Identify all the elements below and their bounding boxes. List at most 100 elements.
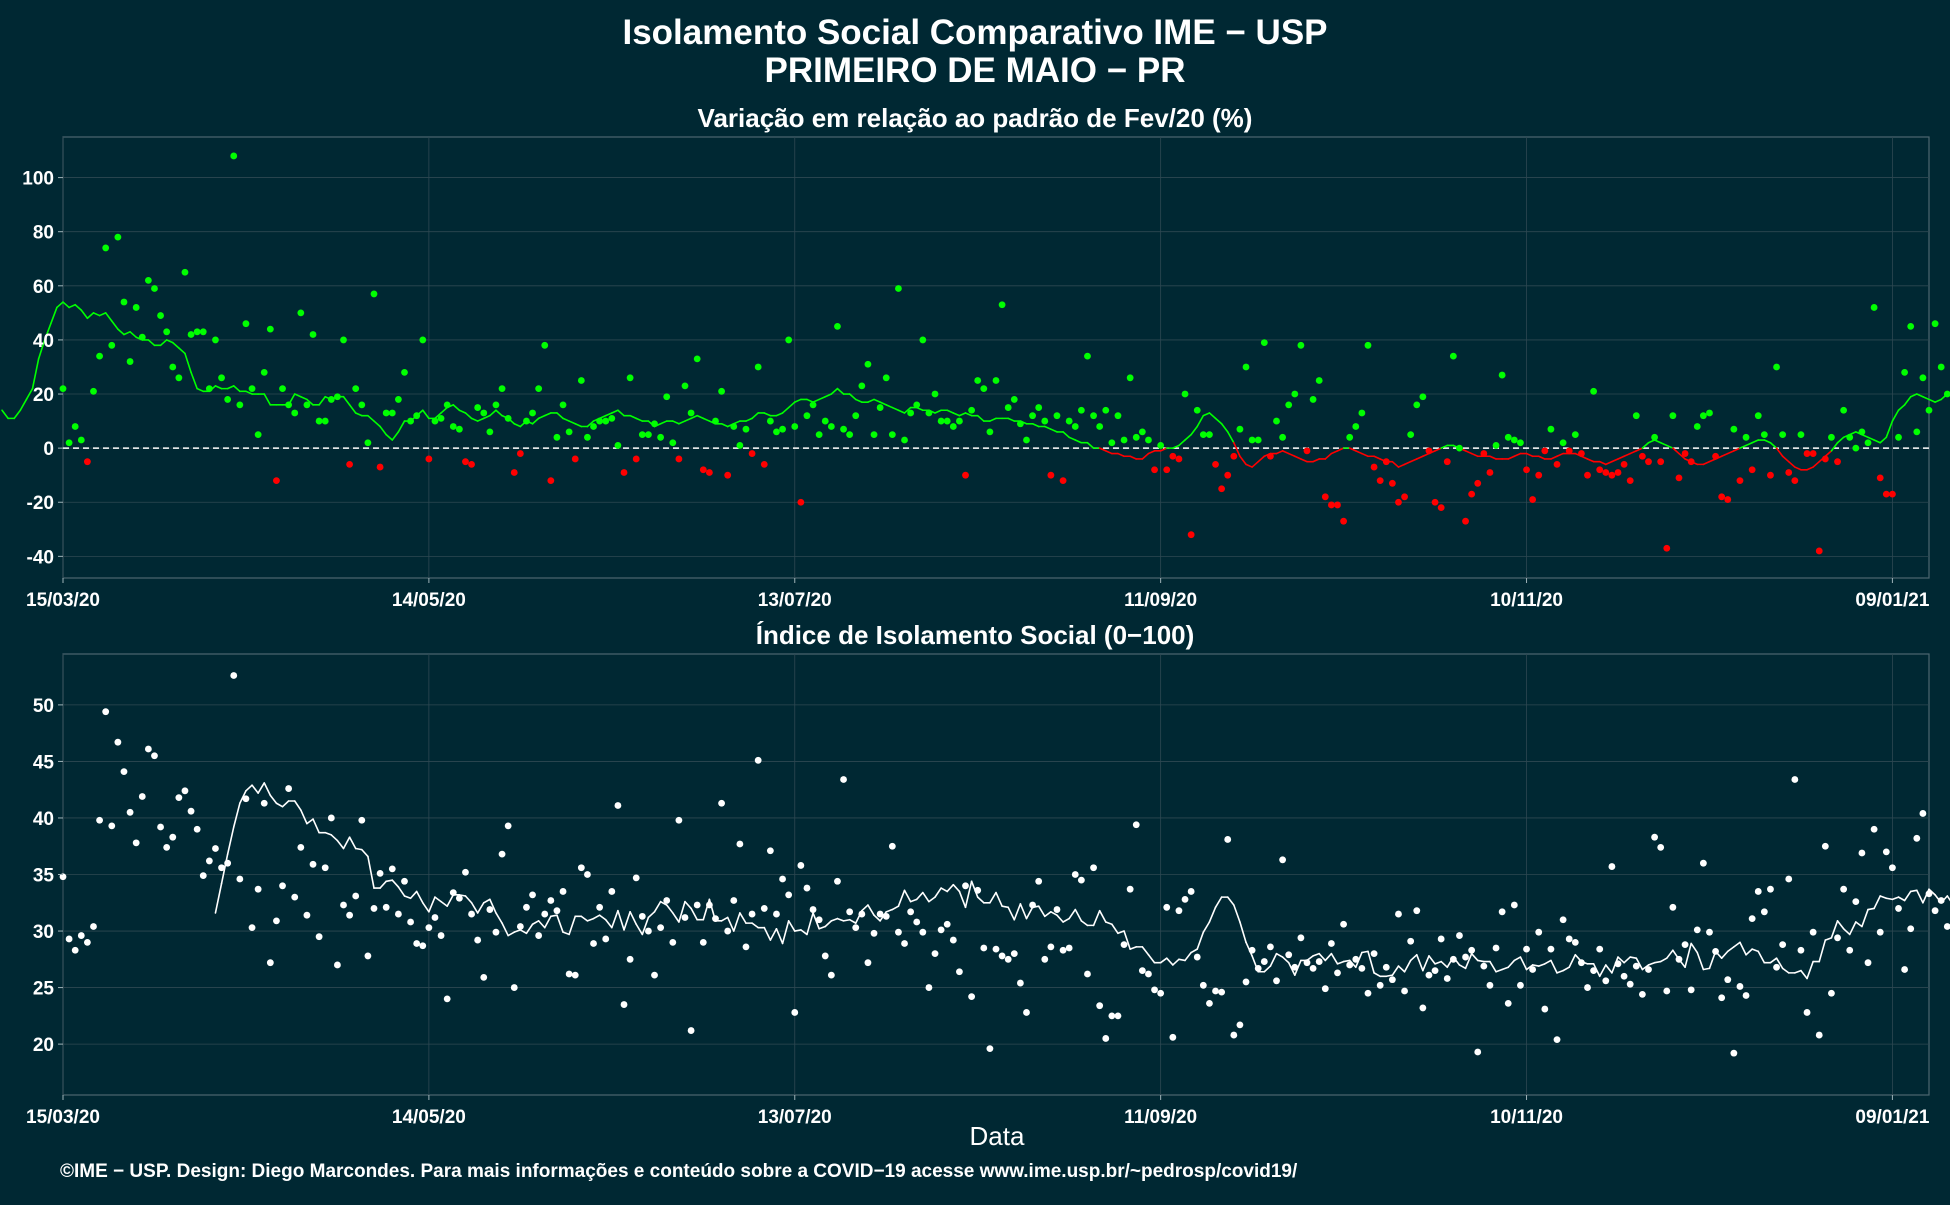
data-point — [1023, 437, 1030, 444]
data-point — [828, 423, 835, 430]
moving-average-segment — [1490, 962, 1496, 972]
data-point — [1084, 971, 1091, 978]
moving-average-segment — [545, 413, 551, 416]
data-point — [1432, 967, 1439, 974]
data-point — [1828, 434, 1835, 441]
moving-average-segment — [69, 305, 75, 308]
y-tick-label: 40 — [33, 809, 54, 830]
moving-average-segment — [2, 410, 8, 418]
moving-average-segment — [112, 321, 118, 329]
moving-average-segment — [1874, 896, 1880, 908]
data-point — [383, 410, 390, 417]
data-point — [358, 817, 365, 824]
data-point — [1883, 491, 1890, 498]
data-point — [1041, 418, 1048, 425]
data-point — [1706, 410, 1713, 417]
data-point — [1395, 911, 1402, 918]
data-point — [1041, 956, 1048, 963]
data-point — [535, 385, 542, 392]
data-point — [1694, 423, 1701, 430]
data-point — [1121, 941, 1128, 948]
data-point — [1407, 938, 1414, 945]
moving-average-segment — [1899, 897, 1905, 900]
data-point — [1602, 469, 1609, 476]
data-point — [1828, 990, 1835, 997]
data-point — [432, 418, 439, 425]
moving-average-segment — [1142, 947, 1148, 955]
data-point — [1377, 477, 1384, 484]
moving-average-segment — [1216, 418, 1222, 423]
moving-average-segment — [301, 397, 307, 400]
data-point — [1602, 977, 1609, 984]
moving-average-segment — [557, 915, 563, 932]
data-point — [1358, 965, 1365, 972]
moving-average-segment — [167, 340, 173, 343]
moving-average-segment — [1197, 932, 1203, 949]
moving-average-segment — [1758, 951, 1764, 962]
moving-average-segment — [673, 421, 679, 424]
moving-average-segment — [898, 890, 904, 906]
data-point — [810, 906, 817, 913]
data-point — [1676, 956, 1683, 963]
data-point — [84, 458, 91, 465]
data-point — [736, 442, 743, 449]
moving-average-segment — [703, 418, 709, 421]
data-point — [633, 874, 640, 881]
data-point — [450, 423, 457, 430]
x-tick-label: 14/05/20 — [392, 590, 466, 611]
data-point — [987, 1045, 994, 1052]
data-point — [334, 393, 341, 400]
moving-average-segment — [874, 399, 880, 402]
moving-average-segment — [1807, 962, 1813, 979]
data-point — [1712, 453, 1719, 460]
moving-average-segment — [1520, 957, 1526, 969]
moving-average-segment — [1392, 462, 1398, 467]
moving-average-segment — [929, 897, 935, 902]
data-point — [1737, 983, 1744, 990]
data-point — [1755, 888, 1762, 895]
data-point — [1468, 491, 1475, 498]
data-point — [1115, 1012, 1122, 1019]
data-point — [1566, 936, 1573, 943]
data-point — [1523, 466, 1530, 473]
data-point — [700, 939, 707, 946]
moving-average-segment — [228, 386, 234, 389]
moving-average-segment — [825, 921, 831, 927]
moving-average-segment — [1917, 394, 1923, 397]
data-point — [456, 895, 463, 902]
data-point — [1505, 1000, 1512, 1007]
data-point — [883, 374, 890, 381]
moving-average-segment — [173, 343, 179, 348]
data-point — [1298, 934, 1305, 941]
moving-average-segment — [331, 835, 337, 841]
moving-average-segment — [1081, 921, 1087, 926]
data-point — [578, 864, 585, 871]
data-point — [1011, 396, 1018, 403]
data-point — [1718, 493, 1725, 500]
moving-average-segment — [1703, 462, 1709, 465]
data-point — [1944, 923, 1950, 930]
data-point — [438, 932, 445, 939]
data-point — [1663, 988, 1670, 995]
y-tick-label: 35 — [33, 866, 55, 887]
data-point — [96, 817, 103, 824]
data-point — [590, 940, 597, 947]
data-point — [273, 477, 280, 484]
x-tick-label: 15/03/20 — [26, 590, 100, 611]
data-point — [1450, 353, 1457, 360]
data-point — [816, 916, 823, 923]
data-point — [1084, 353, 1091, 360]
moving-average-segment — [953, 413, 959, 416]
data-point — [438, 415, 445, 422]
moving-average-segment — [819, 397, 825, 400]
data-point — [1310, 396, 1317, 403]
data-point — [352, 385, 359, 392]
moving-average-segment — [344, 397, 350, 405]
data-point — [779, 876, 786, 883]
data-point — [755, 364, 762, 371]
data-point — [1834, 458, 1841, 465]
data-point — [932, 950, 939, 957]
data-point — [316, 418, 323, 425]
moving-average-segment — [1783, 456, 1789, 461]
data-point — [486, 906, 493, 913]
